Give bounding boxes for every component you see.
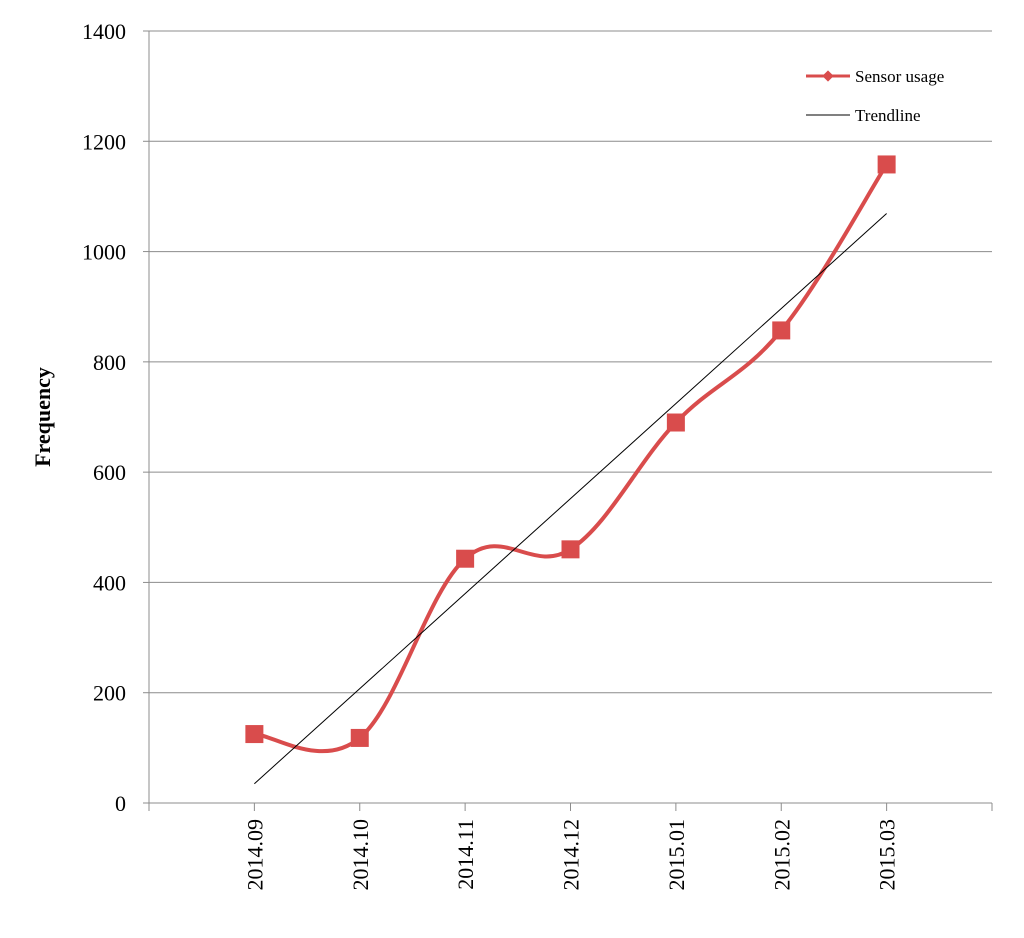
axes bbox=[143, 30, 993, 811]
y-tick-label: 0 bbox=[115, 791, 126, 816]
data-point-sensor-usage bbox=[245, 725, 264, 744]
data-point-sensor-usage bbox=[561, 540, 580, 559]
tick-labels: 0 200 400 600 800 1000 1200 1400 2014.09 2014.10 2… bbox=[82, 19, 900, 891]
data-point-sensor-usage bbox=[350, 728, 369, 747]
x-tick-label: 2014.12 bbox=[559, 819, 584, 891]
x-tick-label: 2015.03 bbox=[875, 819, 900, 891]
legend: Sensor usage Trendline bbox=[806, 67, 944, 125]
y-tick-label: 400 bbox=[93, 570, 126, 595]
y-tick-label: 200 bbox=[93, 681, 126, 706]
legend-sensor-usage-label: Sensor usage bbox=[855, 67, 944, 86]
x-tick-label: 2014.09 bbox=[242, 819, 267, 891]
y-tick-label: 600 bbox=[93, 460, 126, 485]
x-tick-label: 2014.10 bbox=[348, 819, 373, 891]
y-tick-label: 1400 bbox=[82, 19, 126, 44]
data-point-sensor-usage bbox=[456, 549, 475, 568]
x-tick-label: 2015.01 bbox=[664, 819, 689, 891]
y-tick-label: 1200 bbox=[82, 129, 126, 154]
y-tick-label: 800 bbox=[93, 350, 126, 375]
legend-trendline-label: Trendline bbox=[855, 106, 921, 125]
x-tick-label: 2014.11 bbox=[453, 819, 478, 890]
y-tick-label: 1000 bbox=[82, 240, 126, 265]
x-tick-label: 2015.02 bbox=[769, 819, 794, 891]
legend-sensor-usage-marker bbox=[822, 70, 834, 82]
data-point-sensor-usage bbox=[666, 413, 685, 432]
data-point-sensor-usage bbox=[772, 321, 791, 340]
data-point-sensor-usage bbox=[877, 155, 896, 174]
series-line-sensor-usage bbox=[254, 163, 889, 754]
gridlines bbox=[149, 30, 992, 694]
y-axis-title: Frequency bbox=[30, 367, 55, 467]
series-line-trendline bbox=[254, 213, 887, 785]
series bbox=[245, 155, 896, 785]
